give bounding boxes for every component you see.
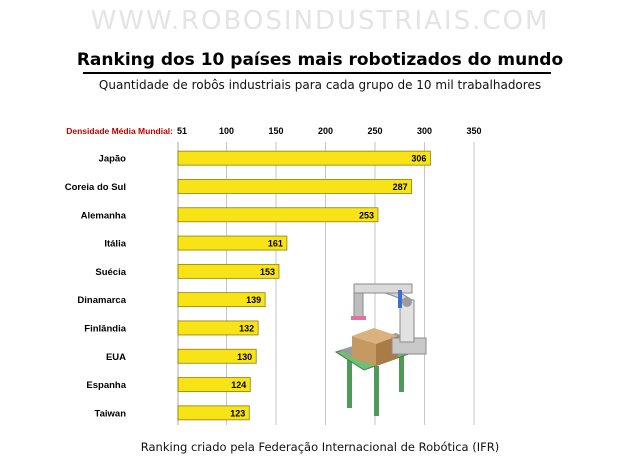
x-tick-label: 200 <box>318 126 333 136</box>
robot-cable <box>398 290 402 308</box>
bar <box>177 150 431 166</box>
package-box-top <box>352 328 398 344</box>
bar-value-label: 132 <box>239 323 254 333</box>
package-box-front <box>352 336 376 366</box>
robot-gripper <box>353 292 364 318</box>
robot-arm-upper <box>353 283 413 294</box>
x-tick-label: 250 <box>367 126 382 136</box>
x-tick-label: 150 <box>268 126 283 136</box>
category-label: EUA <box>106 352 126 363</box>
bar-value-label: 161 <box>268 239 283 249</box>
bar-value-label: 306 <box>411 154 426 164</box>
x-tick-label: 51 <box>177 126 187 136</box>
chart-subtitle: Quantidade de robôs industriais para cad… <box>98 78 542 92</box>
bar-value-label: 123 <box>230 408 245 418</box>
x-tick-label: 350 <box>466 126 481 136</box>
category-label: Alemanha <box>81 210 127 221</box>
bar <box>177 348 257 364</box>
bar-value-label: 153 <box>260 267 275 277</box>
category-label: Dinamarca <box>77 295 126 306</box>
bar <box>177 263 280 279</box>
chart-title: Ranking dos 10 países mais robotizados d… <box>76 50 564 70</box>
bar-value-label: 139 <box>246 295 261 305</box>
category-label: Coreia do Sul <box>65 182 126 193</box>
category-label: Espanha <box>86 380 126 391</box>
robot-gripper-pad <box>351 316 366 320</box>
bar <box>177 405 250 421</box>
title-underline <box>83 72 551 74</box>
bar <box>177 292 266 308</box>
bar-value-label: 253 <box>359 210 374 220</box>
category-label: Suécia <box>95 267 126 278</box>
world-average-label: Densidade Média Mundial: <box>66 126 173 136</box>
chart-footer: Ranking criado pela Federação Internacio… <box>140 440 500 454</box>
bar <box>177 179 413 194</box>
conveyor-leg <box>399 356 404 392</box>
conveyor-leg <box>347 360 352 408</box>
x-tick-label: 300 <box>417 126 432 136</box>
robot-joint <box>402 297 412 307</box>
category-label: Itália <box>104 239 126 250</box>
robot-illustration <box>334 283 427 416</box>
bar <box>177 235 288 251</box>
bar-value-label: 124 <box>231 380 246 390</box>
bar-value-label: 130 <box>237 352 252 362</box>
category-label: Finlândia <box>84 323 126 334</box>
bar-value-label: 287 <box>393 182 408 192</box>
category-label: Taiwan <box>95 408 127 419</box>
bar <box>177 377 251 392</box>
bar <box>177 320 259 336</box>
x-tick-label: 100 <box>219 126 234 136</box>
conveyor-leg <box>374 366 379 416</box>
category-label: Japão <box>99 154 127 165</box>
watermark: WWW.ROBOSINDUSTRIAIS.COM <box>90 6 550 36</box>
bar <box>177 207 379 223</box>
